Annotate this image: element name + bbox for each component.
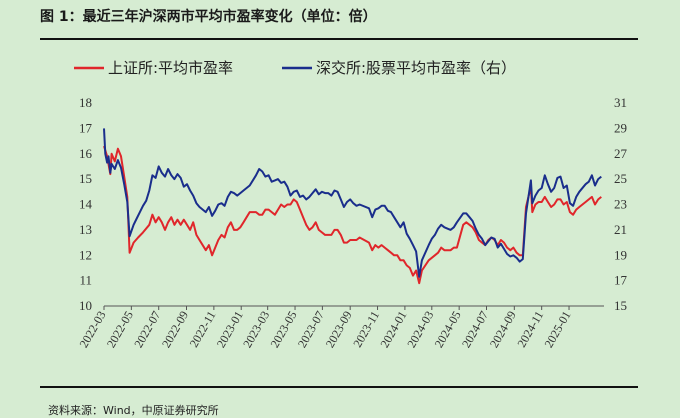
y-right-tick-label: 27 — [614, 146, 628, 161]
y-right-tick-label: 19 — [614, 247, 627, 262]
x-tick-label: 2025-01 — [541, 309, 573, 351]
legend-label-szse: 深交所:股票平均市盈率（右） — [316, 59, 516, 77]
y-left-tick-label: 15 — [79, 171, 92, 186]
axes: 10 11 12 13 14 15 16 17 18 15 17 19 21 23 25 27 29 31 2022… — [76, 95, 627, 350]
y-left-tick-label: 12 — [79, 247, 92, 262]
y-left-tick-label: 14 — [79, 197, 93, 212]
y-left-tick-label: 16 — [79, 146, 93, 161]
series-lines — [103, 128, 602, 285]
x-tick-label: 2024-09 — [487, 309, 519, 351]
y-right-tick-label: 29 — [614, 120, 627, 135]
bottom-rule — [40, 386, 638, 388]
line-chart: 上证所:平均市盈率 深交所:股票平均市盈率（右） 101112131415161… — [74, 59, 628, 350]
y-left-tick-label: 13 — [79, 222, 92, 237]
y-right-tick-label: 15 — [614, 298, 627, 313]
series-line-szse — [103, 128, 602, 278]
series-line-sse — [103, 145, 602, 285]
top-rule — [40, 38, 638, 40]
y-right-tick-label: 21 — [614, 222, 627, 237]
y-right-tick-label: 23 — [614, 197, 627, 212]
y-left-tick-label: 18 — [79, 95, 92, 110]
legend: 上证所:平均市盈率 深交所:股票平均市盈率（右） — [74, 59, 516, 77]
y-left-tick-label: 10 — [79, 298, 92, 313]
y-left-tick-label: 11 — [79, 273, 92, 288]
source-note: 资料来源：Wind，中原证券研究所 — [48, 404, 219, 417]
x-tick-label: 2022-09 — [159, 309, 191, 351]
x-tick-label: 2023-09 — [323, 309, 355, 351]
chart-title: 图 1：最近三年沪深两市平均市盈率变化（单位：倍） — [40, 9, 377, 25]
legend-label-sse: 上证所:平均市盈率 — [108, 59, 233, 77]
y-left-tick-label: 17 — [79, 120, 93, 135]
y-right-tick-label: 17 — [614, 273, 628, 288]
y-right-tick-label: 25 — [614, 171, 627, 186]
y-right-tick-label: 31 — [614, 95, 627, 110]
